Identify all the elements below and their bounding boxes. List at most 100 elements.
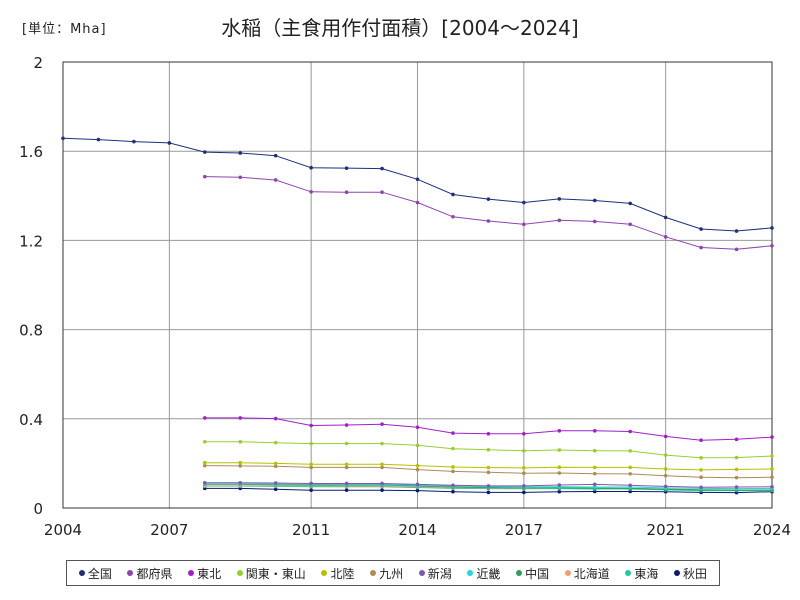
data-point-全国 [770,226,774,230]
legend-marker [516,570,523,576]
data-point-北陸 [309,462,313,467]
data-point-全国 [238,151,243,155]
data-point-東北 [344,423,349,427]
data-point-全国 [203,150,207,154]
data-point-都府県 [415,200,420,205]
data-point-関東・東山 [415,443,420,448]
data-point-秋田 [557,489,562,494]
data-point-東北 [522,431,526,436]
data-point-都府県 [380,190,384,195]
data-point-九州 [309,465,313,470]
data-point-新潟 [451,483,455,488]
x-tick-label: 2021 [647,521,685,539]
data-point-東北 [380,422,384,426]
data-point-都府県 [344,190,349,195]
data-point-東北 [273,416,278,421]
data-point-関東・東山 [663,453,668,457]
legend-marker [188,570,195,576]
legend-label: 新潟 [427,566,452,581]
data-point-九州 [699,475,703,480]
legend-marker [321,570,328,576]
data-point-東北 [203,416,207,420]
legend-marker [467,570,474,576]
legend-item: 全国 [78,565,112,582]
data-point-新潟 [734,485,739,489]
data-point-北陸 [522,466,526,470]
data-point-九州 [415,467,420,472]
data-point-秋田 [380,488,384,492]
legend-item: 北陸 [321,565,354,582]
legend-label: 東北 [197,566,222,581]
data-point-九州 [238,464,243,468]
data-point-新潟 [380,481,384,486]
data-point-北陸 [415,463,420,468]
legend-marker [625,570,632,576]
data-point-九州 [203,463,207,468]
legend-marker [370,570,377,576]
data-point-関東・東山 [486,447,491,452]
legend-label: 北海道 [573,566,610,581]
data-point-九州 [663,473,668,478]
legend-item: 近畿 [467,565,500,582]
legend-label: 中国 [525,566,550,581]
data-point-新潟 [486,484,491,488]
legend-item: 北海道 [564,565,610,582]
data-point-北陸 [663,467,668,471]
data-point-都府県 [238,175,243,180]
data-point-九州 [273,464,278,469]
data-point-北陸 [238,460,243,465]
data-point-新潟 [628,483,632,488]
data-point-都府県 [309,189,313,194]
data-point-新潟 [699,485,703,490]
data-point-秋田 [415,488,420,493]
data-point-東北 [628,429,632,434]
data-point-全国 [344,166,349,170]
legend-item: 関東・東山 [236,565,306,582]
data-point-関東・東山 [380,441,384,446]
chart-legend: 全国 都府県 東北 関東・東山 北陸 九州 新潟 近畿 中国 北海道 東海 秋田 [66,560,720,586]
data-point-新潟 [557,483,562,487]
data-point-九州 [557,471,562,475]
data-point-都府県 [628,222,632,227]
data-point-近畿 [592,485,597,489]
data-point-全国 [451,192,455,197]
data-point-北陸 [203,460,207,465]
data-point-東北 [486,431,491,436]
data-point-東北 [238,416,243,420]
legend-label: 九州 [379,566,404,581]
data-point-東北 [415,425,420,430]
data-point-新潟 [203,481,207,485]
data-point-都府県 [203,174,207,179]
data-point-新潟 [309,481,313,486]
data-point-全国 [273,153,278,158]
data-point-新潟 [592,482,597,487]
legend-label: 近畿 [476,566,501,581]
legend-item: 東海 [625,565,658,582]
data-point-関東・東山 [203,439,207,444]
data-point-秋田 [273,487,278,492]
legend-item: 秋田 [674,565,707,582]
data-point-新潟 [522,484,526,488]
data-point-秋田 [309,488,313,492]
data-point-都府県 [273,178,278,182]
data-point-北陸 [451,465,455,469]
legend-item: 新潟 [418,565,452,582]
data-point-全国 [734,229,739,233]
legend-label: 東海 [634,566,659,581]
data-point-新潟 [273,481,278,485]
data-point-秋田 [451,489,455,494]
data-point-北陸 [628,465,632,470]
data-point-全国 [167,141,172,145]
data-point-全国 [592,198,597,203]
data-point-都府県 [451,214,455,219]
x-tick-label: 2014 [398,521,436,539]
y-tick-label: 1.2 [19,232,43,250]
data-point-都府県 [486,219,491,223]
data-point-関東・東山 [628,449,632,453]
unit-label: [単位：Mha] [22,22,107,37]
legend-marker [418,570,425,576]
legend-label: 北陸 [330,566,355,581]
x-tick-label: 2017 [505,521,543,539]
data-point-関東・東山 [522,448,526,453]
